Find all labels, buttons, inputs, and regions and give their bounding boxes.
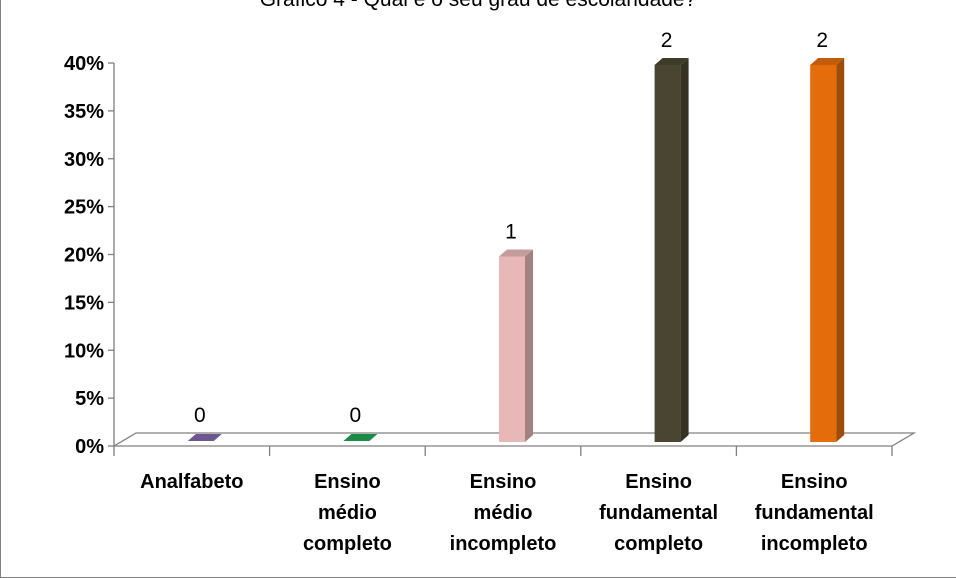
bar-top [499, 249, 533, 257]
bar-4 [810, 58, 845, 442]
category-label-2: Ensino médio incompleto [450, 471, 557, 555]
bar-1 [343, 434, 378, 441]
bar-top [187, 434, 222, 441]
y-tick-label: 35% [64, 101, 104, 123]
bar-side [836, 58, 845, 442]
bar-front [654, 65, 681, 442]
labels: 0% 5% 10% 15% 20% 25% 30% 35% 40% 0 0 1 2 2 Analfabeto… [64, 29, 874, 555]
axes [108, 62, 917, 456]
y-tick-label: 15% [64, 292, 104, 314]
bar-0 [187, 434, 222, 441]
bar-front [499, 256, 525, 442]
y-tick-label: 40% [64, 53, 104, 75]
y-tick-label: 30% [64, 149, 104, 171]
data-label-0: 0 [194, 404, 206, 427]
y-tick-label: 5% [75, 388, 104, 410]
bar-top [343, 434, 378, 441]
y-tick-label: 20% [64, 245, 104, 267]
data-label-4: 2 [816, 29, 828, 52]
y-tick-label: 10% [64, 340, 104, 362]
category-label-1: Ensino médio completo [303, 471, 392, 555]
bar-side [525, 249, 533, 442]
category-label-4: Ensino fundamental incompleto [755, 471, 874, 555]
y-tick-label: 0% [75, 436, 104, 458]
chart-title: Gráfico 4 - Qual é o seu grau de escolar… [0, 0, 956, 13]
bar-side [680, 58, 689, 442]
bar-front [810, 65, 837, 442]
bar-2 [499, 249, 533, 442]
category-label-3: Ensino fundamental completo [599, 471, 718, 555]
floor [111, 432, 917, 447]
bars [187, 58, 845, 442]
y-tick-label: 25% [64, 197, 104, 219]
bar-3 [654, 58, 689, 442]
data-label-1: 0 [350, 404, 362, 427]
bar-top [810, 58, 845, 65]
bar-top [654, 58, 689, 65]
category-label-0: Analfabeto [140, 471, 243, 493]
data-label-2: 1 [505, 221, 517, 244]
data-label-3: 2 [661, 29, 673, 52]
